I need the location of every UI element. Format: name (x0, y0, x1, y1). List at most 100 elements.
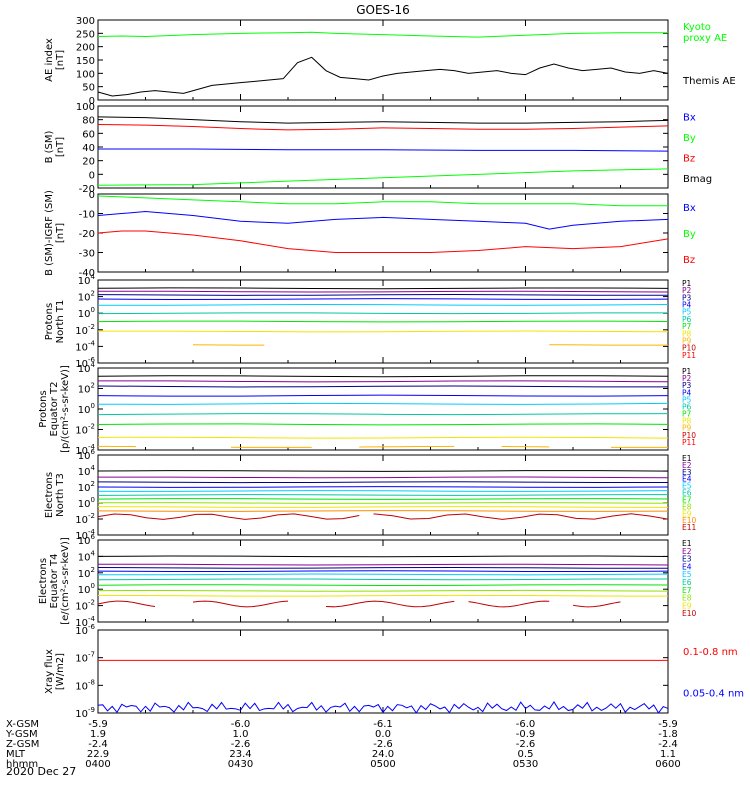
y-tick-label: 300 (76, 16, 95, 27)
channel-label-p11: P11 (682, 351, 696, 360)
y-tick-label: 10-2 (75, 599, 95, 613)
footer-value: -5.9 (658, 719, 678, 730)
footer-row-label: hhmm (6, 759, 38, 770)
y-tick-label: 104 (78, 273, 96, 287)
footer-value: -2.6 (373, 739, 393, 750)
channel-line-e10 (325, 600, 455, 608)
channel-line-p4 (97, 394, 669, 397)
legend-label: 0.05-0.4 nm (683, 688, 744, 699)
series-line-kyoto-proxy-ae (97, 31, 668, 38)
channel-label-p8: P8 (682, 417, 692, 426)
channel-line-e7 (97, 498, 669, 500)
y-tick-label: 10-6 (75, 623, 95, 637)
footer-value: -5.9 (88, 719, 108, 730)
channel-label-e2: E2 (682, 547, 692, 556)
orbit-footer: X-GSMY-GSMZ-GSMMLThhmm-5.91.9-2.422.9040… (5, 719, 681, 770)
legend-label: Bz (683, 255, 695, 266)
panel-b_sm: -20 0 20 40 60 80 100 B (SM)[nT] Bx By Bz Bmag (44, 102, 712, 195)
channel-label-e3: E3 (682, 555, 692, 564)
y-axis-label: Xray flux[W/m2] (44, 649, 66, 694)
footer-row-label: Z-GSM (6, 739, 39, 750)
channel-line-p2 (97, 290, 669, 293)
channel-label-p5: P5 (682, 308, 692, 317)
footer-value: -2.6 (516, 739, 536, 750)
channel-label-e5: E5 (682, 482, 692, 491)
y-tick-label: 50 (82, 83, 95, 94)
panel-frame (97, 19, 669, 101)
footer-value: 1.0 (233, 729, 249, 740)
channel-label-e8: E8 (682, 594, 692, 603)
channel-label-e11: E11 (682, 523, 697, 532)
channel-line-e5 (97, 490, 669, 492)
y-tick-label: 100 (78, 402, 95, 416)
footer-value: 23.4 (229, 749, 251, 760)
panel-electrons_t4: 10-4 10-2 100 102 104 106 ElectronsEquator T4[… (38, 533, 697, 629)
channel-line-p6 (97, 312, 669, 315)
series-line-bx (97, 211, 669, 230)
y-tick-label: 0 (89, 190, 95, 201)
y-tick-label: 102 (78, 382, 95, 396)
channel-line-p6 (97, 413, 669, 416)
y-axis-label: ElectronsEquator T4[e/(cm²-s-sr-keV)] (38, 537, 71, 625)
y-tick-label: 40 (82, 143, 95, 154)
footer-value: 0500 (370, 759, 395, 770)
legend-label: 0.1-0.8 nm (683, 647, 738, 658)
y-tick-label: -20 (79, 184, 95, 195)
panel-xray: 10-9 10-8 10-7 10-6 Xray flux[W/m2] 0.1-0.8 n… (44, 623, 744, 720)
channel-label-e4: E4 (682, 562, 692, 571)
channel-label-e1: E1 (682, 539, 692, 548)
y-tick-label: 102 (78, 290, 95, 304)
channel-label-p10: P10 (682, 344, 696, 353)
y-tick-label: 0 (89, 96, 95, 107)
channel-line-e9 (97, 506, 669, 508)
series-line-bmag (97, 116, 669, 124)
y-tick-label: 10-7 (75, 651, 95, 665)
panel-ae: 0 50 100 150 200 250 300 AE index[nT] Kyotoproxy… (44, 16, 736, 107)
channel-line-p7 (97, 423, 669, 426)
y-tick-label: 10-4 (75, 339, 95, 353)
legend-label: Bmag (683, 174, 712, 185)
channel-line-e4 (97, 570, 669, 573)
footer-row-label: Y-GSM (5, 729, 38, 740)
y-tick-label: 20 (82, 157, 95, 168)
y-axis-label: B (SM)[nT] (44, 130, 66, 163)
channel-label-e6: E6 (682, 489, 692, 498)
legend-label: Bz (683, 153, 695, 164)
channel-label-e3: E3 (682, 468, 692, 477)
channel-label-p3: P3 (682, 381, 692, 390)
legend-label: Bx (683, 203, 696, 214)
channel-line-p1 (97, 375, 669, 378)
footer-value: -2.4 (88, 739, 108, 750)
channel-label-e1: E1 (682, 454, 692, 463)
series-line-bx (98, 148, 669, 152)
channel-line-p4 (97, 298, 669, 300)
channel-label-p6: P6 (682, 402, 692, 411)
channel-line-e4 (97, 486, 669, 488)
panel-protons_t1: 10-6 10-4 10-2 100 102 104 ProtonsNorth T1 P1P2… (44, 273, 696, 370)
channel-line-p1 (97, 287, 669, 290)
channel-label-e7: E7 (682, 586, 692, 595)
channel-label-e10: E10 (682, 516, 697, 525)
footer-value: 0430 (228, 759, 253, 770)
y-tick-label: -20 (79, 229, 95, 240)
series-line-by (97, 168, 669, 186)
channel-line-p8 (97, 330, 669, 333)
y-tick-label: -40 (79, 268, 95, 279)
channel-label-p7: P7 (682, 322, 692, 331)
y-tick-label: 104 (78, 464, 96, 478)
y-tick-label: 100 (78, 582, 95, 596)
plot-title: GOES-16 (356, 3, 410, 17)
channel-label-p5: P5 (682, 395, 692, 404)
channel-line-p3 (97, 294, 669, 296)
y-tick-label: 250 (76, 29, 95, 40)
channel-line-e7 (97, 584, 669, 587)
footer-value: -6.0 (516, 719, 536, 730)
panel-frame (97, 629, 669, 714)
footer-value: -2.6 (231, 739, 251, 750)
channel-line-e9 (97, 594, 669, 597)
y-tick-label: 10-6 (75, 356, 95, 370)
y-tick-label: 10-4 (75, 443, 95, 457)
channel-line-e10 (97, 510, 669, 512)
